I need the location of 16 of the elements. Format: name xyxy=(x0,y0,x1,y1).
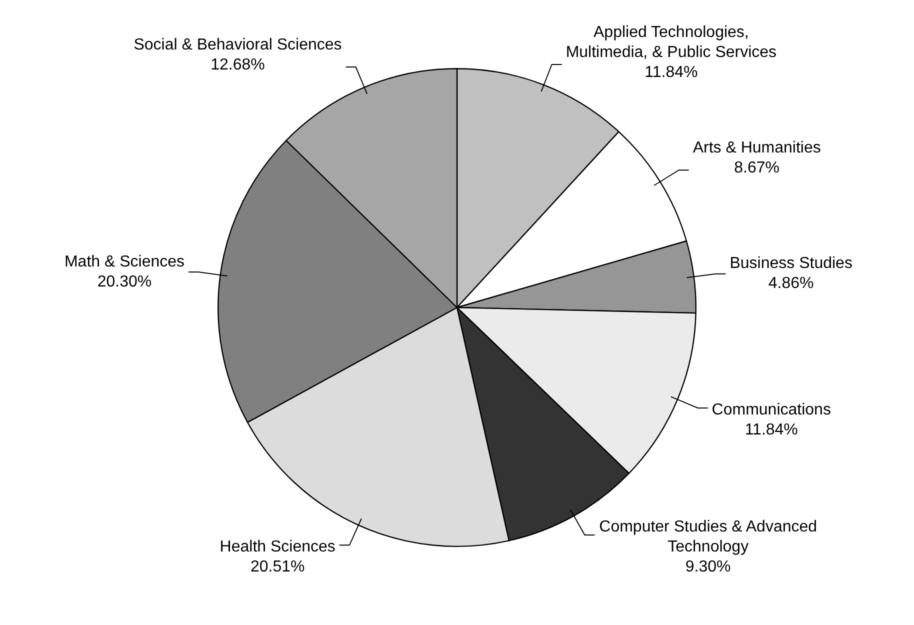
data-label: 9.30% xyxy=(685,558,731,576)
data-label: 4.86% xyxy=(768,275,814,292)
slice-label: Business Studies xyxy=(730,255,852,272)
data-label: 20.51% xyxy=(250,558,305,576)
slice-label: Computer Studies & Advanced Technology xyxy=(599,518,818,556)
data-label: 8.67% xyxy=(734,160,780,177)
slice-label: Arts & Humanities xyxy=(692,140,821,157)
data-label: 12.68% xyxy=(210,56,265,74)
slice-label: Applied Technologies, Multimedia, & Public Services xyxy=(566,24,777,61)
slice-label: Math & Sciences xyxy=(64,253,185,270)
data-label: 11.84% xyxy=(744,421,798,438)
slice-label: Social & Behavioral Sciences xyxy=(134,36,342,54)
slice-label: Communications xyxy=(712,401,831,418)
slice-label: Health Sciences xyxy=(220,538,336,556)
data-label: 11.84% xyxy=(644,64,698,81)
data-label: 20.30% xyxy=(97,273,152,290)
